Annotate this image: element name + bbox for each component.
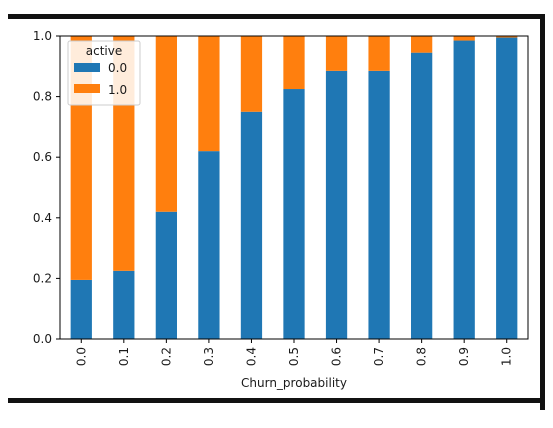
bar-series-0-cat-3 bbox=[198, 151, 220, 339]
x-axis-label: Churn_probability bbox=[241, 376, 347, 390]
legend-swatch-series-1 bbox=[74, 84, 100, 93]
y-tick-label-4: 0.8 bbox=[33, 90, 52, 104]
legend-label-series-0: 0.0 bbox=[108, 61, 127, 75]
legend-title: active bbox=[86, 44, 122, 58]
x-axis: 0.0 0.1 0.2 0.3 0.4 0.5 0.6 0.7 0.8 0.9 1.0 bbox=[74, 339, 514, 366]
bar-series-0-cat-7 bbox=[368, 70, 390, 339]
bottom-border bbox=[8, 398, 544, 403]
bar-series-1-cat-3 bbox=[198, 36, 220, 152]
y-tick-label-1: 0.2 bbox=[33, 271, 52, 285]
bar-series-1-cat-7 bbox=[368, 36, 390, 71]
bar-series-1-cat-8 bbox=[411, 36, 433, 53]
x-tick-label-2: 0.2 bbox=[159, 347, 173, 366]
bar-series-0-cat-4 bbox=[240, 111, 263, 339]
legend: active 0.0 1.0 bbox=[67, 40, 141, 106]
y-tick-label-2: 0.4 bbox=[33, 211, 52, 225]
bar-series-0-cat-10 bbox=[496, 37, 518, 339]
bar-series-0-cat-0 bbox=[70, 279, 92, 339]
bar-series-0-cat-9 bbox=[453, 40, 475, 340]
y-tick-label-0: 0.0 bbox=[33, 332, 52, 346]
bar-series-1-cat-5 bbox=[283, 36, 305, 90]
bars-group bbox=[70, 36, 518, 340]
x-tick-label-3: 0.3 bbox=[202, 347, 216, 366]
legend-swatch-series-0 bbox=[74, 63, 100, 72]
legend-label-series-1: 1.0 bbox=[108, 83, 127, 97]
bar-series-1-cat-10 bbox=[496, 36, 518, 38]
bar-series-0-cat-8 bbox=[411, 52, 433, 340]
y-tick-label-5: 1.0 bbox=[33, 29, 52, 43]
bar-series-0-cat-5 bbox=[283, 89, 305, 339]
x-tick-label-8: 0.8 bbox=[415, 347, 429, 366]
plot-area-frame bbox=[59, 35, 529, 340]
bar-series-0-cat-6 bbox=[325, 70, 348, 339]
y-axis: 0.0 0.2 0.4 0.6 0.8 1.0 bbox=[33, 29, 60, 346]
top-border bbox=[8, 14, 544, 19]
bar-series-0-cat-2 bbox=[155, 211, 177, 339]
x-tick-label-5: 0.5 bbox=[287, 347, 301, 366]
x-tick-label-9: 0.9 bbox=[457, 347, 471, 366]
right-border bbox=[540, 14, 545, 410]
x-tick-label-1: 0.1 bbox=[117, 347, 131, 366]
bar-series-1-cat-2 bbox=[155, 36, 177, 212]
y-tick-label-3: 0.6 bbox=[33, 150, 52, 164]
bar-series-1-cat-4 bbox=[240, 36, 263, 112]
x-tick-label-6: 0.6 bbox=[330, 347, 344, 366]
bar-series-1-cat-9 bbox=[453, 36, 475, 41]
x-tick-label-4: 0.4 bbox=[244, 347, 258, 366]
x-tick-label-0: 0.0 bbox=[74, 347, 88, 366]
x-tick-label-7: 0.7 bbox=[372, 347, 386, 366]
bar-series-1-cat-6 bbox=[325, 36, 348, 71]
x-tick-label-10: 1.0 bbox=[500, 347, 514, 366]
bar-series-0-cat-1 bbox=[113, 270, 135, 339]
